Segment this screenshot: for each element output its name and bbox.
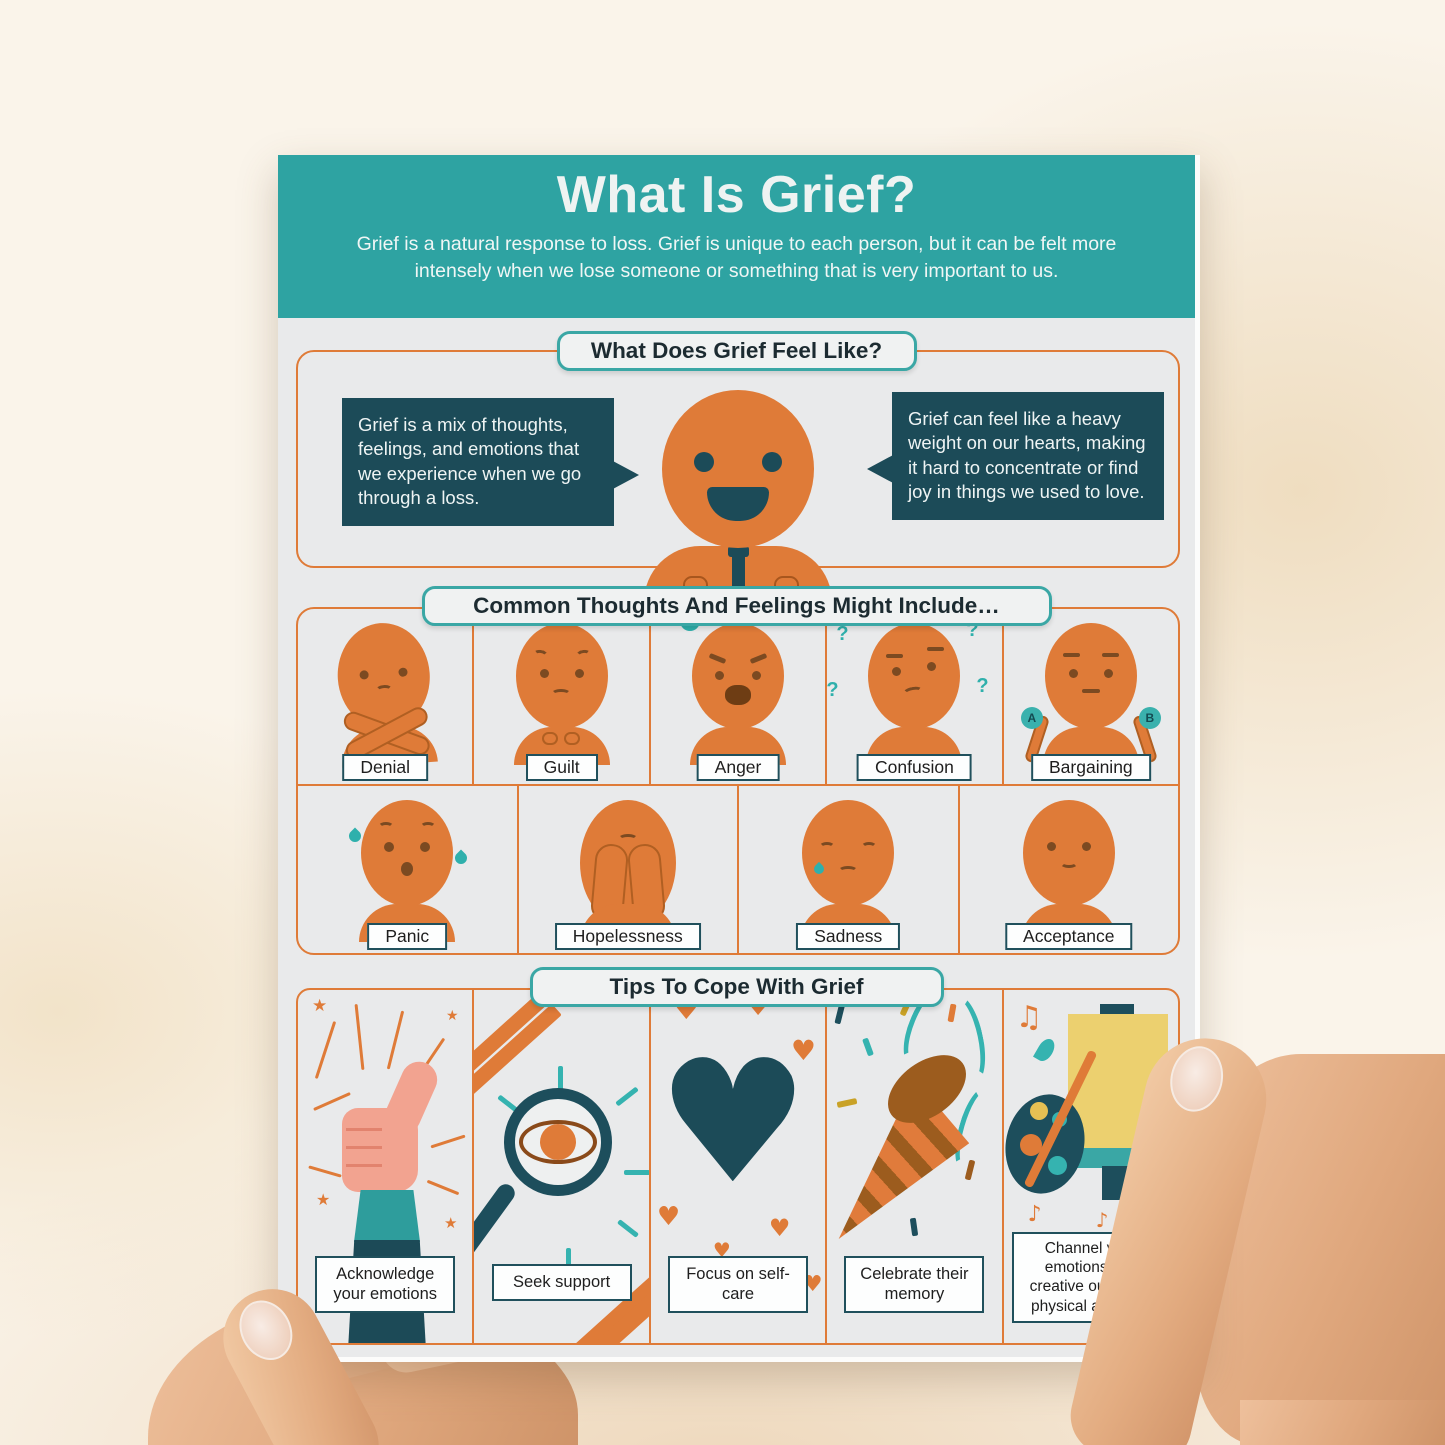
anger-character — [675, 609, 798, 765]
bargaining-character: A B — [1020, 623, 1161, 765]
poster-subtitle: Grief is a natural response to loss. Gri… — [356, 233, 1117, 282]
speech-bubble-right-text: Grief can feel like a heavy weight on ou… — [908, 408, 1146, 503]
tip-label: Celebrate their memory — [844, 1255, 985, 1313]
grief-infographic-poster: What Is Grief? Grief is a natural respon… — [278, 155, 1200, 1362]
tip-label: Acknowledge your emotions — [315, 1255, 456, 1313]
speech-bubble-right: Grief can feel like a heavy weight on ou… — [867, 392, 1164, 520]
speech-bubble-left: Grief is a mix of thoughts, feelings, an… — [342, 398, 639, 526]
smile-mouth — [707, 487, 769, 521]
confusion-character: ? ? ? ? — [826, 619, 989, 765]
poster-header: What Is Grief? Grief is a natural respon… — [278, 155, 1195, 318]
heart-icon: ♥ — [790, 1034, 816, 1067]
emotion-cell-panic: Panic — [298, 786, 519, 953]
emotion-cell-denial: Denial — [298, 609, 475, 785]
tips-section: ★ ★ ★ ★ Acknowledge your emotions — [296, 988, 1180, 1345]
section-title-feel: What Does Grief Feel Like? — [556, 331, 917, 371]
feel-section: Grief is a mix of thoughts, feelings, an… — [296, 350, 1180, 602]
question-mark-icon: ? — [826, 679, 839, 701]
shouting-mouth — [725, 685, 752, 705]
emotion-cell-bargaining: A B Bargaining — [1004, 609, 1178, 784]
emotion-cell-anger: Anger — [651, 609, 828, 785]
star-icon: ★ — [444, 1214, 458, 1232]
emotion-cell-acceptance: Acceptance — [960, 786, 1179, 953]
star-icon: ★ — [446, 1008, 459, 1024]
hopelessness-character — [568, 800, 688, 943]
denial-character — [320, 619, 450, 769]
section-title-feelings: Common Thoughts And Feelings Might Inclu… — [421, 586, 1052, 626]
sweat-drop-icon — [452, 849, 470, 867]
acceptance-character — [1009, 800, 1129, 943]
emotion-label: Hopelessness — [554, 923, 701, 950]
guilt-character — [502, 623, 622, 765]
option-a-ball: A — [1020, 707, 1043, 729]
thumbnail — [1163, 1040, 1230, 1117]
speech-tail-icon — [852, 454, 895, 484]
tip-self-care: ♥ ♥ ♥ ♥ ♥ ♥ ♥ ♥ Focus on self-care — [651, 990, 828, 1343]
eye-iris — [540, 1124, 577, 1160]
brush-tip — [1032, 1035, 1058, 1065]
emotion-label: Bargaining — [1030, 754, 1151, 782]
head — [662, 390, 814, 548]
tip-label: Seek support — [491, 1264, 632, 1301]
emotion-cell-confusion: ? ? ? ? Confusion — [826, 609, 1004, 785]
emotion-cell-sadness: Sadness — [739, 786, 960, 953]
speech-tail-icon — [611, 460, 654, 490]
eye — [762, 452, 782, 472]
question-mark-icon: ? — [976, 675, 989, 697]
right-hand-wrist — [1240, 1400, 1445, 1445]
tip-seek-support: Seek support — [474, 990, 651, 1343]
confetti — [862, 1037, 875, 1057]
star-icon: ★ — [316, 1190, 331, 1209]
section-title-tips: Tips To Cope With Grief — [529, 967, 944, 1007]
emotion-label: Denial — [342, 754, 429, 782]
music-notes-icon: ♫ — [1015, 1000, 1043, 1035]
heart-icon: ♥ — [656, 1202, 681, 1232]
tip-label: Focus on self-care — [668, 1255, 809, 1313]
feelings-section: Denial Gu — [296, 607, 1180, 955]
heart-icon: ♥ — [768, 1214, 791, 1242]
tip-celebrate: Celebrate their memory — [827, 990, 1004, 1343]
poster-title: What Is Grief? — [556, 166, 917, 224]
emotion-label: Sadness — [796, 923, 901, 950]
emotion-label: Anger — [696, 754, 780, 782]
big-heart-icon: ♥ — [656, 1024, 810, 1222]
emotion-label: Panic — [367, 923, 448, 950]
speech-bubble-left-text: Grief is a mix of thoughts, feelings, an… — [358, 414, 582, 509]
confetti — [909, 1217, 919, 1237]
sleeve — [354, 1190, 420, 1242]
panic-character — [346, 800, 470, 943]
eye-outline — [519, 1120, 598, 1164]
emotion-cell-guilt: Guilt — [474, 609, 651, 785]
thumbnail — [229, 1291, 303, 1370]
emotion-label: Guilt — [525, 754, 598, 782]
emotion-label: Confusion — [857, 754, 972, 782]
music-note-icon: ♪ — [1027, 1202, 1042, 1227]
emotion-cell-hopelessness: Hopelessness — [519, 786, 739, 953]
smiling-character — [644, 390, 832, 602]
music-note-icon: ♪ — [1095, 1208, 1109, 1232]
question-mark-icon: ? — [836, 623, 849, 645]
eye — [694, 452, 714, 472]
option-b-ball: B — [1138, 707, 1161, 729]
star-icon: ★ — [312, 996, 328, 1016]
confetti — [836, 1097, 858, 1109]
sadness-character — [788, 800, 908, 943]
tip-acknowledge: ★ ★ ★ ★ Acknowledge your emotions — [298, 990, 475, 1343]
emotion-label: Acceptance — [1005, 923, 1133, 950]
